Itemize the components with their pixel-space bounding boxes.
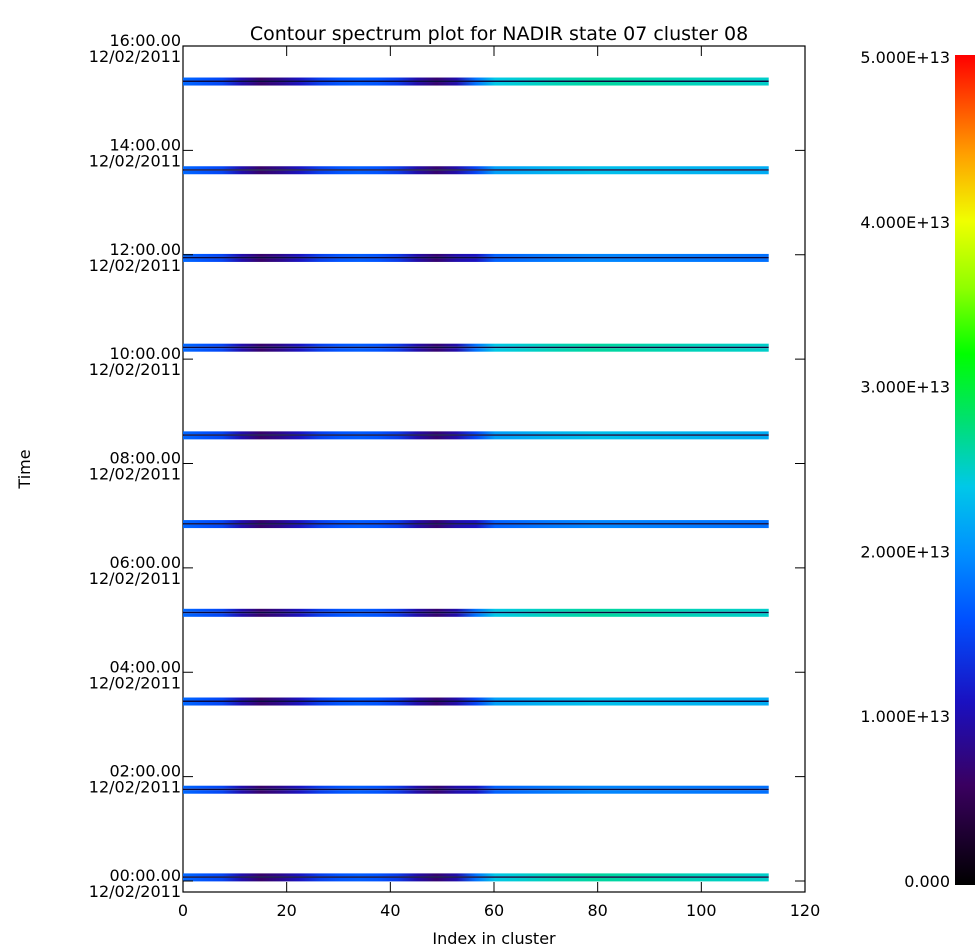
y-tick-date-label: 12/02/2011 <box>89 673 181 692</box>
colorbar-tick-label: 4.000E+13 <box>860 213 950 232</box>
y-tick-time-label: 04:00.00 <box>109 657 181 676</box>
orbit-band-lower <box>183 435 769 440</box>
x-tick-label: 0 <box>178 901 188 920</box>
orbit-band-lower <box>183 524 769 529</box>
y-tick-time-label: 10:00.00 <box>109 344 181 363</box>
x-tick-label: 120 <box>790 901 821 920</box>
y-tick-time-label: 16:00.00 <box>109 31 181 50</box>
x-tick-label: 60 <box>484 901 504 920</box>
orbit-band-lower <box>183 790 769 794</box>
chart-title: Contour spectrum plot for NADIR state 07… <box>250 23 748 45</box>
orbit-band-gap <box>183 611 769 614</box>
y-tick-date-label: 12/02/2011 <box>89 360 181 379</box>
colorbar-gradient <box>955 55 975 885</box>
orbit-band-gap <box>183 700 769 703</box>
orbit-band-upper <box>183 77 769 81</box>
x-tick-label: 20 <box>276 901 296 920</box>
y-axis-label: Time <box>15 449 34 489</box>
colorbar-tick-label: 3.000E+13 <box>860 378 950 397</box>
orbit-band-lower <box>183 348 769 352</box>
y-tick-time-label: 00:00.00 <box>109 866 181 885</box>
orbit-band-lower <box>183 702 769 706</box>
colorbar-ticks: 0.000 1.000E+13 2.000E+13 3.000E+13 4.000E+1… <box>860 48 950 891</box>
orbit-band-upper <box>183 608 769 612</box>
orbit-band-gap <box>183 523 769 525</box>
orbit-band-upper <box>183 343 769 347</box>
y-tick-date-label: 12/02/2011 <box>89 569 181 588</box>
colorbar-tick-label: 5.000E+13 <box>860 48 950 67</box>
orbit-band-gap <box>183 256 769 259</box>
y-tick-date-label: 12/02/2011 <box>89 882 181 901</box>
orbit-band-gap <box>183 788 769 791</box>
orbit-bands <box>183 77 769 882</box>
orbit-band-lower <box>183 613 769 617</box>
orbit-band-upper <box>183 520 769 524</box>
plot-area: 0 20 40 60 80 100 120 00:00.0012/02/201102:00.… <box>89 31 820 920</box>
y-tick-time-label: 12:00.00 <box>109 240 181 259</box>
orbit-band-lower <box>183 258 769 262</box>
y-tick-date-label: 12/02/2011 <box>89 778 181 797</box>
y-tick-date-label: 12/02/2011 <box>89 151 181 170</box>
y-tick-date-label: 12/02/2011 <box>89 256 181 275</box>
x-axis-label: Index in cluster <box>432 929 556 948</box>
x-tick-label: 40 <box>380 901 400 920</box>
x-tick-label: 80 <box>587 901 607 920</box>
orbit-band-lower <box>183 82 769 86</box>
y-axis-ticks: 00:00.0012/02/201102:00.0012/02/201104:0… <box>89 31 805 901</box>
y-tick-time-label: 06:00.00 <box>109 553 181 572</box>
y-tick-date-label: 12/02/2011 <box>89 465 181 484</box>
orbit-band-upper <box>183 697 769 701</box>
orbit-band-gap <box>183 80 769 83</box>
y-tick-date-label: 12/02/2011 <box>89 47 181 66</box>
orbit-band-gap <box>183 346 769 349</box>
orbit-band-gap <box>183 434 769 436</box>
orbit-band-gap <box>183 169 769 171</box>
x-tick-label: 100 <box>686 901 717 920</box>
x-axis-ticks: 0 20 40 60 80 100 120 <box>178 46 820 920</box>
orbit-band-lower <box>183 877 769 882</box>
colorbar-tick-label: 0.000 <box>904 872 950 891</box>
orbit-band-lower <box>183 170 769 175</box>
colorbar: 0.000 1.000E+13 2.000E+13 3.000E+13 4.000E+1… <box>860 48 975 891</box>
colorbar-tick-label: 2.000E+13 <box>860 542 950 561</box>
orbit-band-upper <box>183 431 769 435</box>
orbit-band-upper <box>183 166 769 170</box>
y-tick-time-label: 02:00.00 <box>109 762 181 781</box>
y-tick-time-label: 14:00.00 <box>109 135 181 154</box>
orbit-band-upper <box>183 253 769 257</box>
colorbar-tick-label: 1.000E+13 <box>860 707 950 726</box>
y-tick-time-label: 08:00.00 <box>109 449 181 468</box>
orbit-band-upper <box>183 785 769 789</box>
orbit-band-upper <box>183 873 769 877</box>
orbit-band-gap <box>183 876 769 878</box>
